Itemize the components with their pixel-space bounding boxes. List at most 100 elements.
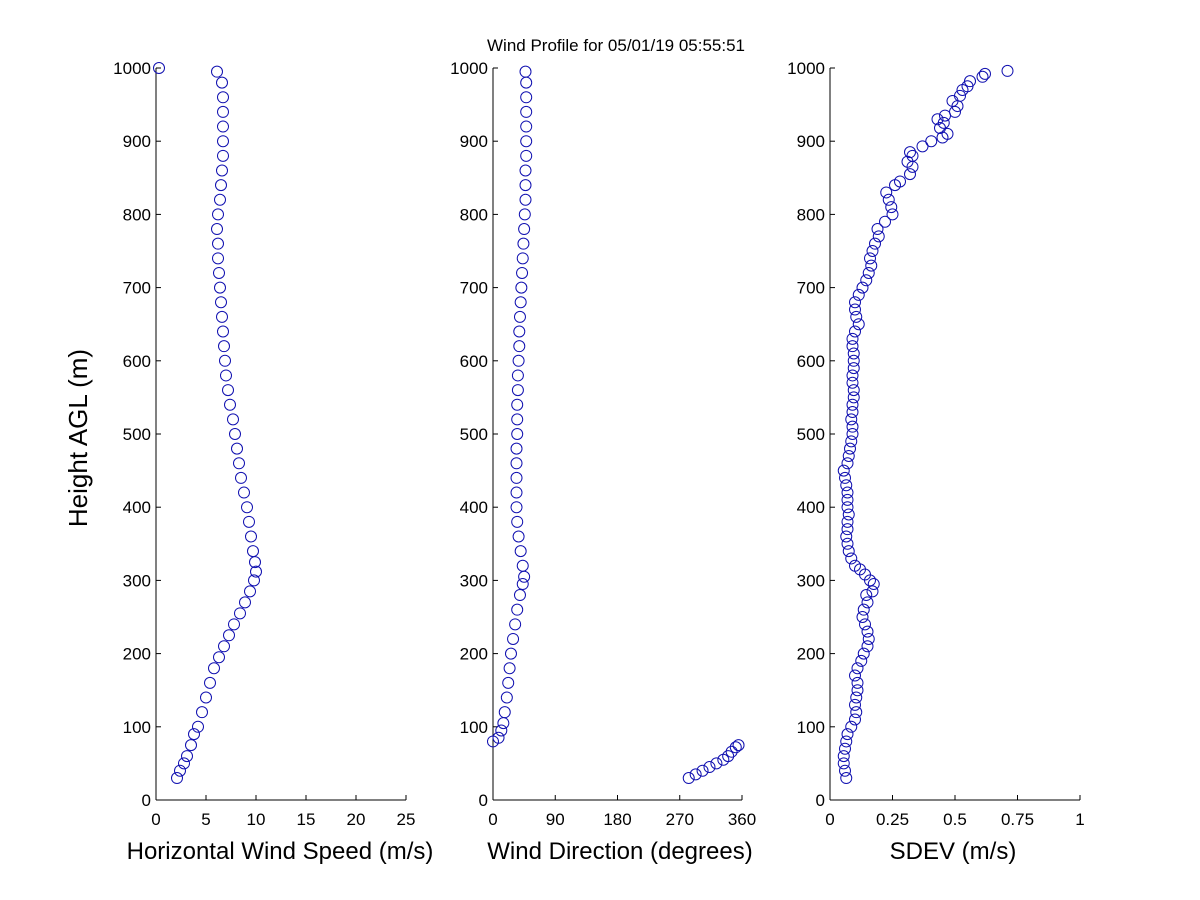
sdev-data-point [879,215,891,228]
speed-data-point [224,398,236,411]
direction-y-tick-label: 400 [460,498,488,517]
sdev-y-tick-label: 600 [797,352,825,371]
sdev-data-point [886,208,899,221]
direction-data-point [722,750,735,763]
sdev-x-tick-label: 0.5 [943,810,967,829]
sdev-data-point [857,647,870,660]
sdev-data-point [869,237,881,250]
speed-data-point [245,530,257,543]
sdev-data-point [841,728,854,741]
speed-y-tick-label: 300 [123,571,151,590]
direction-data-point [519,164,532,177]
speed-data-point [218,340,230,353]
speed-data-point [216,164,228,177]
sdev-data-point [841,457,854,470]
speed-x-tick-label: 0 [151,810,160,829]
sdev-data-point [845,413,858,426]
sdev-data-point [862,632,875,645]
speed-data-point [217,120,229,133]
speed-data-point [181,750,193,763]
sdev-data-point [840,530,853,543]
wind-direction-x-axis-label: Wind Direction (degrees) [487,838,752,865]
sdev-data-point [845,720,858,733]
sdev-data-point [845,435,858,448]
speed-data-point [188,728,200,741]
speed-data-point [239,596,251,609]
speed-data-point [192,720,204,733]
speed-data-point [216,310,228,323]
sdev-y-tick-label: 400 [797,498,825,517]
speed-data-point [222,384,234,397]
sdev-data-point [861,596,874,609]
speed-y-tick-label: 600 [123,352,151,371]
direction-data-point [517,237,530,250]
sdev-data-point [842,508,855,521]
speed-data-point [216,76,228,89]
sdev-y-tick-label: 800 [797,205,825,224]
direction-y-tick-label: 800 [460,205,488,224]
direction-data-point [512,530,525,543]
speed-data-point [215,179,227,192]
direction-x-tick-label: 180 [603,810,631,829]
direction-x-tick-label: 0 [488,810,497,829]
direction-data-point [513,325,526,338]
sdev-data-point [882,193,895,206]
speed-x-tick-label: 10 [247,810,266,829]
sdev-data-point [841,523,854,536]
speed-y-tick-label: 400 [123,498,151,517]
speed-data-point [228,618,240,631]
sdev-data-point [841,515,854,528]
sdev-data-point [839,742,851,755]
direction-data-point [514,545,527,558]
speed-x-tick-label: 20 [347,810,366,829]
direction-data-point [703,761,716,774]
sdev-data-point [846,428,859,440]
speed-data-point [227,413,239,426]
sdev-y-tick-label: 500 [797,425,825,444]
sdev-data-point [850,691,863,704]
direction-data-point [513,340,526,353]
speed-data-point [214,193,226,206]
speed-data-point [174,764,186,777]
sdev-data-point [1001,64,1014,77]
speed-data-point [233,457,245,470]
sdev-data-point [846,340,859,353]
sdev-data-point [849,698,861,711]
speed-data-point [214,281,226,294]
sdev-data-point [862,266,875,279]
speed-data-point [208,662,220,675]
figure-title: Wind Profile for 05/01/19 05:55:51 [487,36,745,55]
sdev-data-point [839,764,851,777]
sdev-data-point [851,676,864,689]
sdev-data-point [856,611,869,623]
speed-data-point [241,501,253,514]
sdev-data-point [847,347,860,360]
sdev-x-tick-label: 1 [1075,810,1084,829]
sdev-data-point [841,486,854,499]
sdev-data-point [845,552,858,565]
direction-data-point [510,442,523,455]
sdev-data-point [864,252,876,265]
sdev-data-point [837,757,850,770]
sdev-data-point [849,296,861,309]
direction-data-point [520,135,533,148]
speed-data-point [211,223,223,236]
sdev-data-point [837,750,850,763]
direction-data-point [519,65,532,78]
sdev-data-point [841,501,854,514]
direction-data-point [516,252,529,265]
sdev-data-point [861,625,874,638]
direction-y-tick-label: 300 [460,571,488,590]
speed-data-point [219,354,231,367]
speed-data-point [217,325,229,338]
direction-y-tick-label: 0 [479,791,488,810]
sdev-data-point [841,537,854,550]
sdev-data-point [842,545,855,558]
direction-data-point [520,120,533,133]
direction-data-point [511,603,524,616]
sdev-data-point [849,559,861,572]
sdev-data-point [840,772,853,785]
direction-data-point [500,691,513,704]
direction-data-point [492,731,505,744]
sdev-data-point [860,274,873,287]
